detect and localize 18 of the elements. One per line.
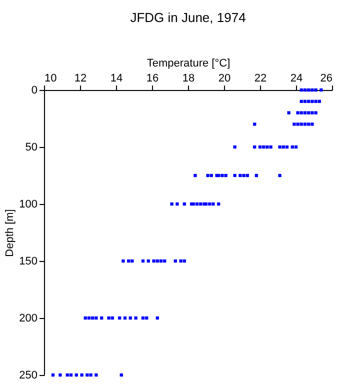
x-tick-label: 24 — [290, 72, 303, 84]
x-tick-label: 18 — [182, 72, 195, 84]
y-tick-label: 200 — [19, 312, 38, 324]
y-tick-label: 150 — [19, 256, 38, 268]
chart-title: JFDG in June, 1974 — [130, 10, 246, 25]
x-tick-label: 20 — [218, 72, 231, 84]
x-tick-label: 10 — [44, 72, 57, 84]
x-tick-label: 16 — [146, 72, 159, 84]
y-tick-label: 100 — [19, 198, 38, 210]
x-tick-label: 22 — [254, 72, 267, 84]
y-tick-label: 250 — [19, 370, 38, 382]
x-tick-label: 12 — [74, 72, 87, 84]
x-axis-title: Temperature [°C] — [146, 58, 230, 70]
y-tick-label: 50 — [25, 142, 38, 154]
y-tick-label: 0 — [31, 84, 38, 96]
x-tick-label: 26 — [320, 72, 332, 84]
x-tick-label: 14 — [110, 72, 123, 84]
y-axis-title: Depth [m] — [4, 209, 16, 257]
